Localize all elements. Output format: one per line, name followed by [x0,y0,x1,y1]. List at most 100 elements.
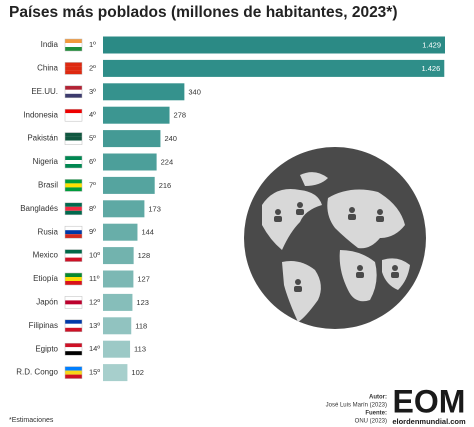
flag-border [64,366,83,379]
bar [103,293,133,311]
category-label: China [37,64,58,73]
flag-stripe [65,85,82,90]
flag [64,342,83,356]
flag-stripe [65,230,82,235]
flag-stripe [65,117,82,122]
flag-stripe [65,366,82,371]
rank-label: 1º [89,40,96,49]
bar [103,176,155,194]
bar [103,106,170,124]
flag-stripe [65,257,82,262]
chart-title: Países más poblados (millones de habitan… [9,4,398,21]
category-label: Indonesia [23,110,58,119]
flag [64,85,83,99]
flag-stripe [65,300,82,305]
value-label: 144 [141,228,154,237]
bar [103,317,132,335]
flag-stripe [65,277,82,281]
flag-stripe [65,206,82,211]
flag-stripe [65,132,82,137]
flag-stripe [65,140,82,145]
value-label: 127 [137,274,150,283]
flag-stripe [65,160,82,164]
rank-label: 4º [89,110,96,119]
category-label: Nigeria [33,157,59,166]
author: José Luis Marín (2023) [326,403,387,409]
flag [64,296,83,309]
category-label: Pakistán [27,134,58,143]
category-label: Etiopía [33,274,58,283]
category-label: Egipto [35,344,58,353]
category-label: Japón [36,298,58,307]
flag-stripe [65,113,82,118]
bar [103,340,131,358]
bar [103,270,134,288]
category-label: Bangladés [20,204,58,213]
rank-label: 2º [89,63,96,72]
flag-border [64,202,83,216]
flag-border [64,225,83,239]
flag [64,62,83,75]
value-label: 240 [164,134,177,143]
flag-stripe [65,187,82,192]
flag-stripe [65,281,82,285]
source-label: Fuente: [365,411,387,417]
logo-mark: EOM [393,383,466,419]
value-label: 128 [138,251,151,260]
flag [64,249,83,262]
rank-label: 14º [89,344,100,353]
flag [64,108,83,122]
bar [103,36,445,54]
category-label: Brasil [38,181,58,190]
flag-stripe [65,226,82,231]
flag-stripe [65,370,82,375]
flag-border [64,108,83,122]
flag-border [64,132,83,145]
globe [244,147,426,329]
flag [64,179,83,192]
flag-stripe [65,319,82,324]
source: ONU (2023) [355,419,387,425]
flag-border [64,62,83,75]
flag-stripe [65,343,82,348]
flag [64,38,83,52]
bar [103,247,134,265]
rank-label: 13º [89,321,100,330]
flag-border [64,155,83,169]
flag [64,202,83,216]
bar [103,59,445,77]
flag-border [64,38,83,52]
flag-border [64,249,83,262]
flag-border [64,272,83,286]
bar [103,130,161,148]
bar [103,83,185,101]
flag [64,319,83,333]
flag-stripe [65,93,82,98]
category-label: Mexico [33,251,59,260]
rank-label: 15º [89,368,100,377]
bar [103,153,157,171]
rank-label: 8º [89,204,96,213]
bar [103,364,128,382]
category-label: EE.UU. [31,87,58,96]
bar [103,200,145,218]
flag-stripe [65,296,82,301]
category-label: R.D. Congo [16,368,58,377]
flag-stripe [65,273,82,277]
flag-stripe [65,156,82,160]
value-label: 113 [134,345,146,354]
rank-label: 6º [89,157,96,166]
flag-stripe [65,234,82,239]
flag-stripe [65,109,82,114]
rank-label: 12º [89,297,100,306]
value-label: 123 [136,298,149,307]
author-label: Autor: [369,395,387,401]
flag-stripe [65,210,82,215]
flag [64,155,83,169]
flag-border [64,319,83,333]
flag-stripe [65,179,82,184]
flag-stripe [65,39,82,43]
flag [64,272,83,286]
flag-stripe [65,249,82,254]
